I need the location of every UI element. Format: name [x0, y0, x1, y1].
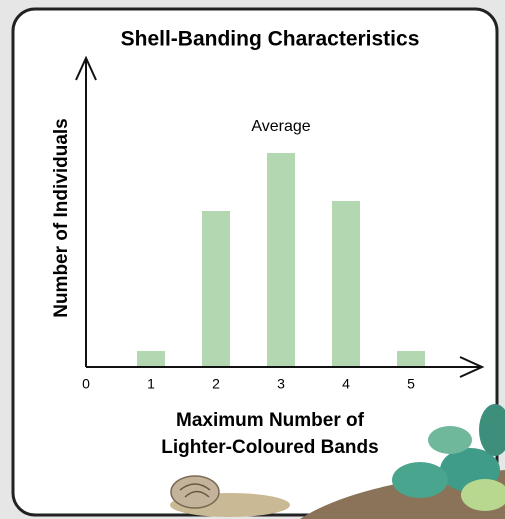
bar	[332, 201, 360, 367]
bar	[397, 351, 425, 367]
chart: Shell-Banding Characteristics Number of …	[0, 0, 505, 519]
x-tick-label: 4	[342, 376, 350, 392]
chart-title: Shell-Banding Characteristics	[121, 28, 420, 51]
bar	[202, 211, 230, 367]
y-axis-title: Number of Individuals	[51, 118, 72, 318]
x-axis-title: Lighter-Coloured Bands	[161, 437, 378, 458]
x-tick-label: 2	[212, 376, 220, 392]
bar	[137, 351, 165, 367]
x-tick-label: 5	[407, 376, 415, 392]
x-tick-label: 3	[277, 376, 285, 392]
x-axis-title: Maximum Number of	[176, 410, 365, 431]
x-tick-label: 0	[82, 376, 90, 392]
x-tick-label: 1	[147, 376, 155, 392]
bar	[267, 153, 295, 367]
annotation: Average	[251, 118, 310, 135]
page: {"chart_data": { "type": "bar", "title":…	[0, 0, 505, 519]
